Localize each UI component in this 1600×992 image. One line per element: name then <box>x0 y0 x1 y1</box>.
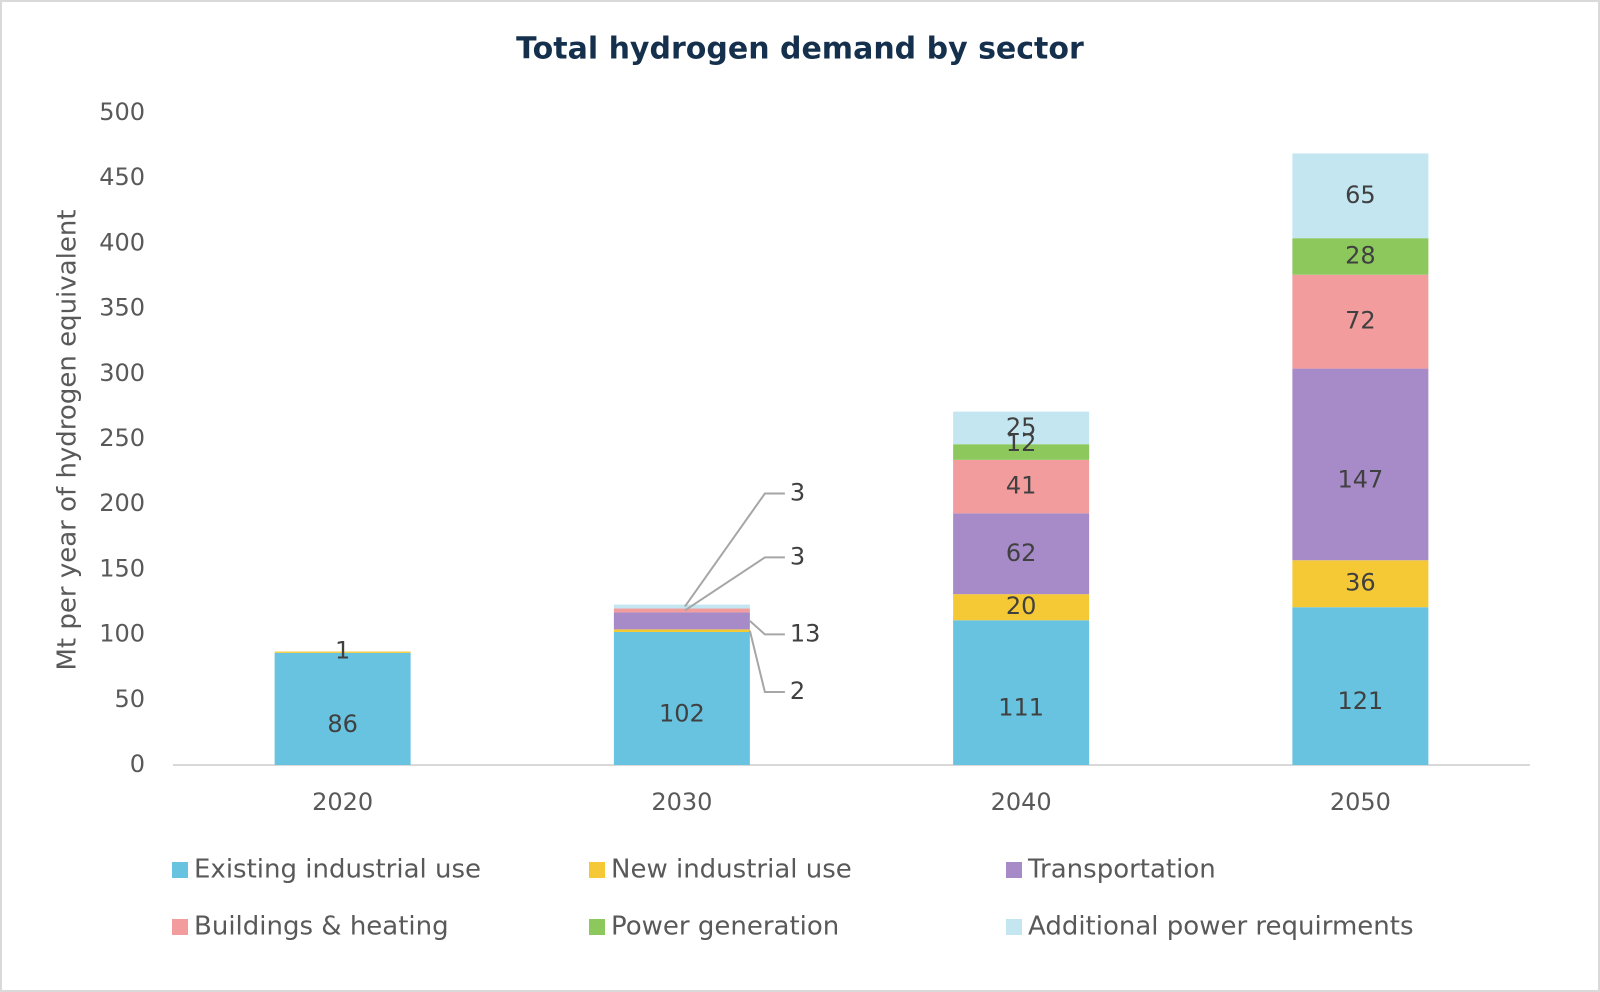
y-tick-label: 350 <box>99 294 145 322</box>
bar-segment <box>1292 153 1429 239</box>
bar-segment <box>953 620 1090 765</box>
legend-label: Power generation <box>611 912 839 942</box>
data-label: 1 <box>335 637 350 665</box>
y-tick-label: 400 <box>99 228 145 256</box>
data-label: 20 <box>1006 592 1037 620</box>
bar-segment <box>613 604 750 609</box>
y-tick-label: 100 <box>99 620 145 648</box>
bar-segment <box>1292 607 1429 765</box>
legend-swatch <box>589 919 605 935</box>
data-label: 12 <box>1006 429 1037 457</box>
bar-segment <box>953 513 1090 595</box>
y-tick-label: 0 <box>130 750 145 778</box>
legend-swatch <box>589 862 605 878</box>
data-label: 62 <box>1006 539 1037 567</box>
bar-segment <box>1292 238 1429 275</box>
legend-label: Buildings & heating <box>194 912 449 942</box>
leader-line <box>684 556 785 612</box>
data-label: 65 <box>1345 181 1376 209</box>
data-label: 3 <box>790 542 805 570</box>
bar-segment <box>613 608 750 613</box>
y-tick-label: 150 <box>99 554 145 582</box>
leader-line <box>748 630 785 693</box>
legend-swatch <box>1006 862 1022 878</box>
bar-segment <box>953 594 1090 621</box>
bar-segment <box>953 411 1090 445</box>
y-tick-label: 50 <box>114 685 145 713</box>
data-label: 25 <box>1006 413 1037 441</box>
data-label: 28 <box>1345 241 1376 269</box>
data-label: 102 <box>659 699 705 727</box>
y-tick-label: 500 <box>99 98 145 126</box>
legend-swatch <box>172 919 188 935</box>
data-label: 2 <box>790 677 805 705</box>
data-label: 72 <box>1345 307 1376 335</box>
x-tick-label: 2040 <box>991 788 1052 816</box>
legend-label: New industrial use <box>611 855 852 885</box>
legend-label: Additional power requirments <box>1028 912 1414 942</box>
y-tick-label: 450 <box>99 163 145 191</box>
x-tick-label: 2030 <box>651 788 712 816</box>
data-label: 3 <box>790 479 805 507</box>
data-label: 13 <box>790 619 821 647</box>
bar-segment <box>1292 560 1429 608</box>
x-tick-label: 2020 <box>312 788 373 816</box>
bar-segment <box>274 652 411 765</box>
bar-segment <box>953 444 1090 460</box>
legend-label: Existing industrial use <box>194 855 481 885</box>
y-axis-label: Mt per year of hydrogen equivalent <box>53 210 83 671</box>
data-label: 36 <box>1345 569 1376 597</box>
bar-segment <box>613 631 750 765</box>
bar-segment <box>1292 274 1429 369</box>
y-tick-label: 200 <box>99 489 145 517</box>
data-label: 121 <box>1337 687 1383 715</box>
y-tick-label: 250 <box>99 424 145 452</box>
legend-label: Transportation <box>1027 855 1216 885</box>
leader-line <box>749 620 785 636</box>
data-label: 41 <box>1006 472 1037 500</box>
bar-segment <box>1292 368 1429 561</box>
legend-swatch <box>1006 919 1022 935</box>
bar-segment <box>274 651 411 653</box>
bar-segment <box>613 612 750 630</box>
x-tick-label: 2050 <box>1330 788 1391 816</box>
chart-title: Total hydrogen demand by sector <box>516 32 1084 67</box>
data-label: 147 <box>1337 465 1383 493</box>
legend-swatch <box>172 862 188 878</box>
y-tick-label: 300 <box>99 359 145 387</box>
bar-segment <box>613 629 750 632</box>
leader-line <box>684 492 785 608</box>
data-label: 86 <box>327 710 358 738</box>
bar-segment <box>953 459 1090 514</box>
data-label: 111 <box>998 694 1044 722</box>
